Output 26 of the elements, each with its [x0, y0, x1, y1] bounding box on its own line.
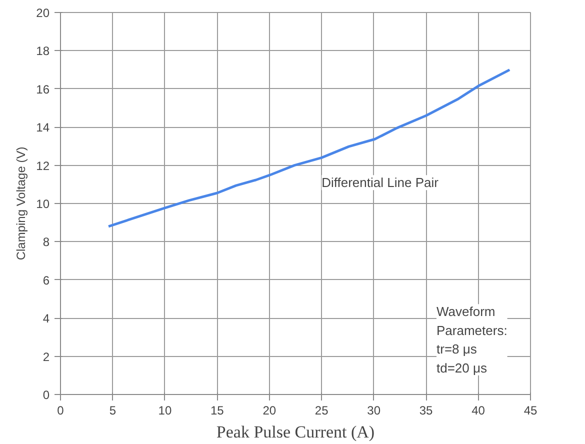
x-tick-label: 40 [472, 404, 486, 418]
y-tick-label: 14 [36, 120, 50, 135]
y-tick-label: 0 [42, 388, 50, 402]
series-label: Differential Line Pair [322, 175, 440, 190]
y-tick-label: 16 [36, 82, 50, 96]
y-tick-label: 8 [42, 235, 50, 250]
x-tick-label: 25 [314, 404, 329, 418]
y-tick-label: 20 [36, 6, 50, 20]
x-tick-label: 20 [262, 404, 276, 418]
x-tick-label: 45 [524, 404, 538, 418]
y-tick-label: 4 [42, 312, 50, 326]
x-tick-label: 10 [158, 404, 172, 418]
y-tick-label: 18 [36, 44, 50, 58]
x-axis-title: Peak Pulse Current (A) [216, 422, 375, 442]
line-series [107, 68, 511, 228]
annotation: Waveform Parameters: tr=8 μs td=20 μs [436, 304, 508, 376]
x-tick-label: 0 [57, 404, 64, 418]
x-tick-label: 35 [419, 404, 434, 418]
y-tick-label: 6 [42, 273, 50, 288]
y-tick-label: 12 [36, 158, 50, 173]
y-tick-label: 10 [36, 197, 50, 211]
y-tick-label: 2 [42, 350, 50, 364]
x-tick-label: 5 [109, 404, 116, 418]
x-tick-label: 15 [210, 404, 224, 418]
x-tick-label: 30 [367, 404, 381, 418]
y-axis-title: Clamping Voltage (V) [14, 146, 28, 260]
